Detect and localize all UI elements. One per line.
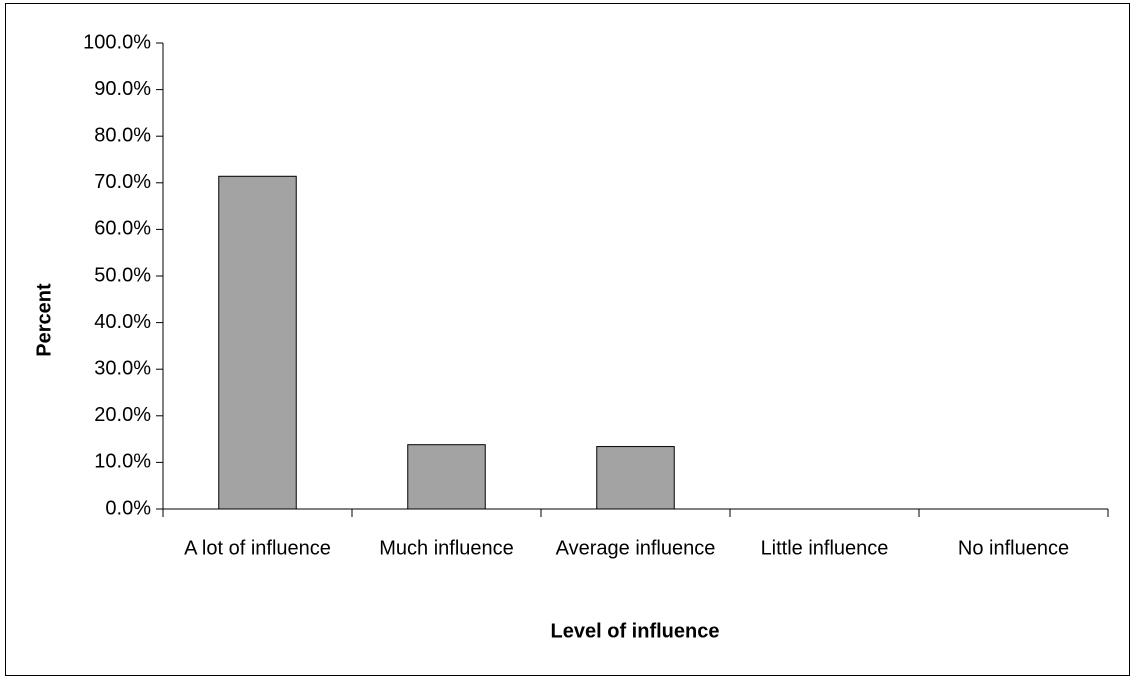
- x-tick-label: Little influence: [761, 537, 889, 559]
- chart-border: [5, 3, 1130, 676]
- x-tick-label: Average influence: [556, 537, 716, 559]
- y-tick-label: 80.0%: [94, 124, 151, 146]
- y-tick-label: 20.0%: [94, 404, 151, 426]
- bar: [407, 444, 486, 510]
- y-tick-label: 90.0%: [94, 78, 151, 100]
- x-axis-title: Level of influence: [551, 620, 720, 642]
- y-tick-label: 60.0%: [94, 218, 151, 240]
- y-tick-label: 10.0%: [94, 451, 151, 473]
- y-tick-label: 0.0%: [105, 497, 151, 519]
- x-tick-label: Much influence: [379, 537, 514, 559]
- bar: [596, 446, 675, 510]
- y-tick-label: 40.0%: [94, 311, 151, 333]
- y-tick-label: 70.0%: [94, 171, 151, 193]
- y-tick-label: 50.0%: [94, 264, 151, 286]
- y-tick-label: 100.0%: [83, 31, 151, 53]
- y-axis-title: Percent: [33, 283, 55, 357]
- bar: [218, 175, 297, 510]
- x-tick-label: No influence: [958, 537, 1069, 559]
- y-tick-label: 30.0%: [94, 357, 151, 379]
- x-tick-label: A lot of influence: [184, 537, 331, 559]
